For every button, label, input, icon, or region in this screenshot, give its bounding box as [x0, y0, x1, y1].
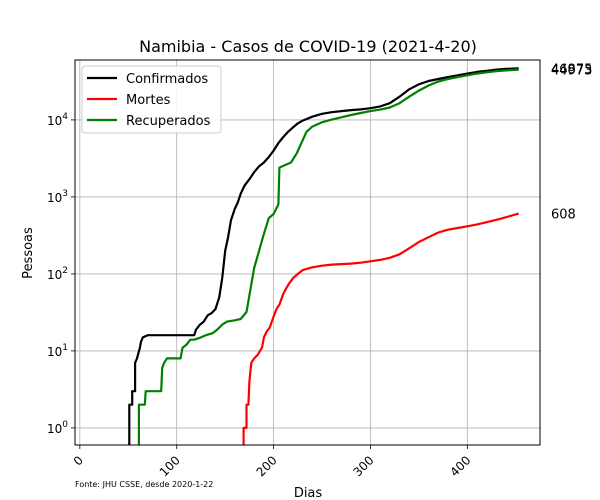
y-axis-label: Pessoas [21, 227, 36, 279]
end-labels: 46875 608 44973 [551, 62, 592, 222]
y-ticks: 100 101 102 103 104 [47, 112, 75, 436]
x-axis-label: Dias [294, 486, 323, 500]
legend-box [81, 65, 222, 134]
x-tick-label: 300 [350, 453, 376, 479]
x-tick-label: 100 [157, 453, 183, 479]
plot-frame [74, 59, 541, 446]
x-tick-label: 0 [71, 453, 86, 468]
x-tick-label: 200 [254, 453, 280, 479]
legend-label-1: Mortes [126, 93, 171, 108]
series-line-0 [128, 67, 519, 445]
y-tick-label: 101 [47, 343, 68, 359]
y-tick-label: 100 [47, 420, 68, 436]
end-label-2: 44973 [551, 64, 592, 79]
series-line-1 [242, 212, 520, 445]
y-tick-label: 102 [47, 266, 68, 282]
legend: Confirmados Mortes Recuperados [81, 65, 222, 134]
series-layer [128, 67, 520, 445]
series-line-2 [137, 68, 519, 445]
end-label-1: 608 [551, 208, 576, 223]
legend-label-2: Recuperados [126, 114, 211, 129]
source-note: Fonte: JHU CSSE, desde 2020-1-22 [75, 480, 213, 489]
legend-label-0: Confirmados [126, 72, 208, 87]
y-tick-label: 104 [47, 112, 68, 128]
y-tick-label: 103 [47, 189, 68, 205]
chart-title: Namibia - Casos de COVID-19 (2021-4-20) [139, 37, 477, 56]
x-ticks: 0 100 200 300 400 [71, 445, 473, 479]
end-label-0: 46875 [551, 62, 592, 77]
x-tick-label: 400 [447, 453, 473, 479]
